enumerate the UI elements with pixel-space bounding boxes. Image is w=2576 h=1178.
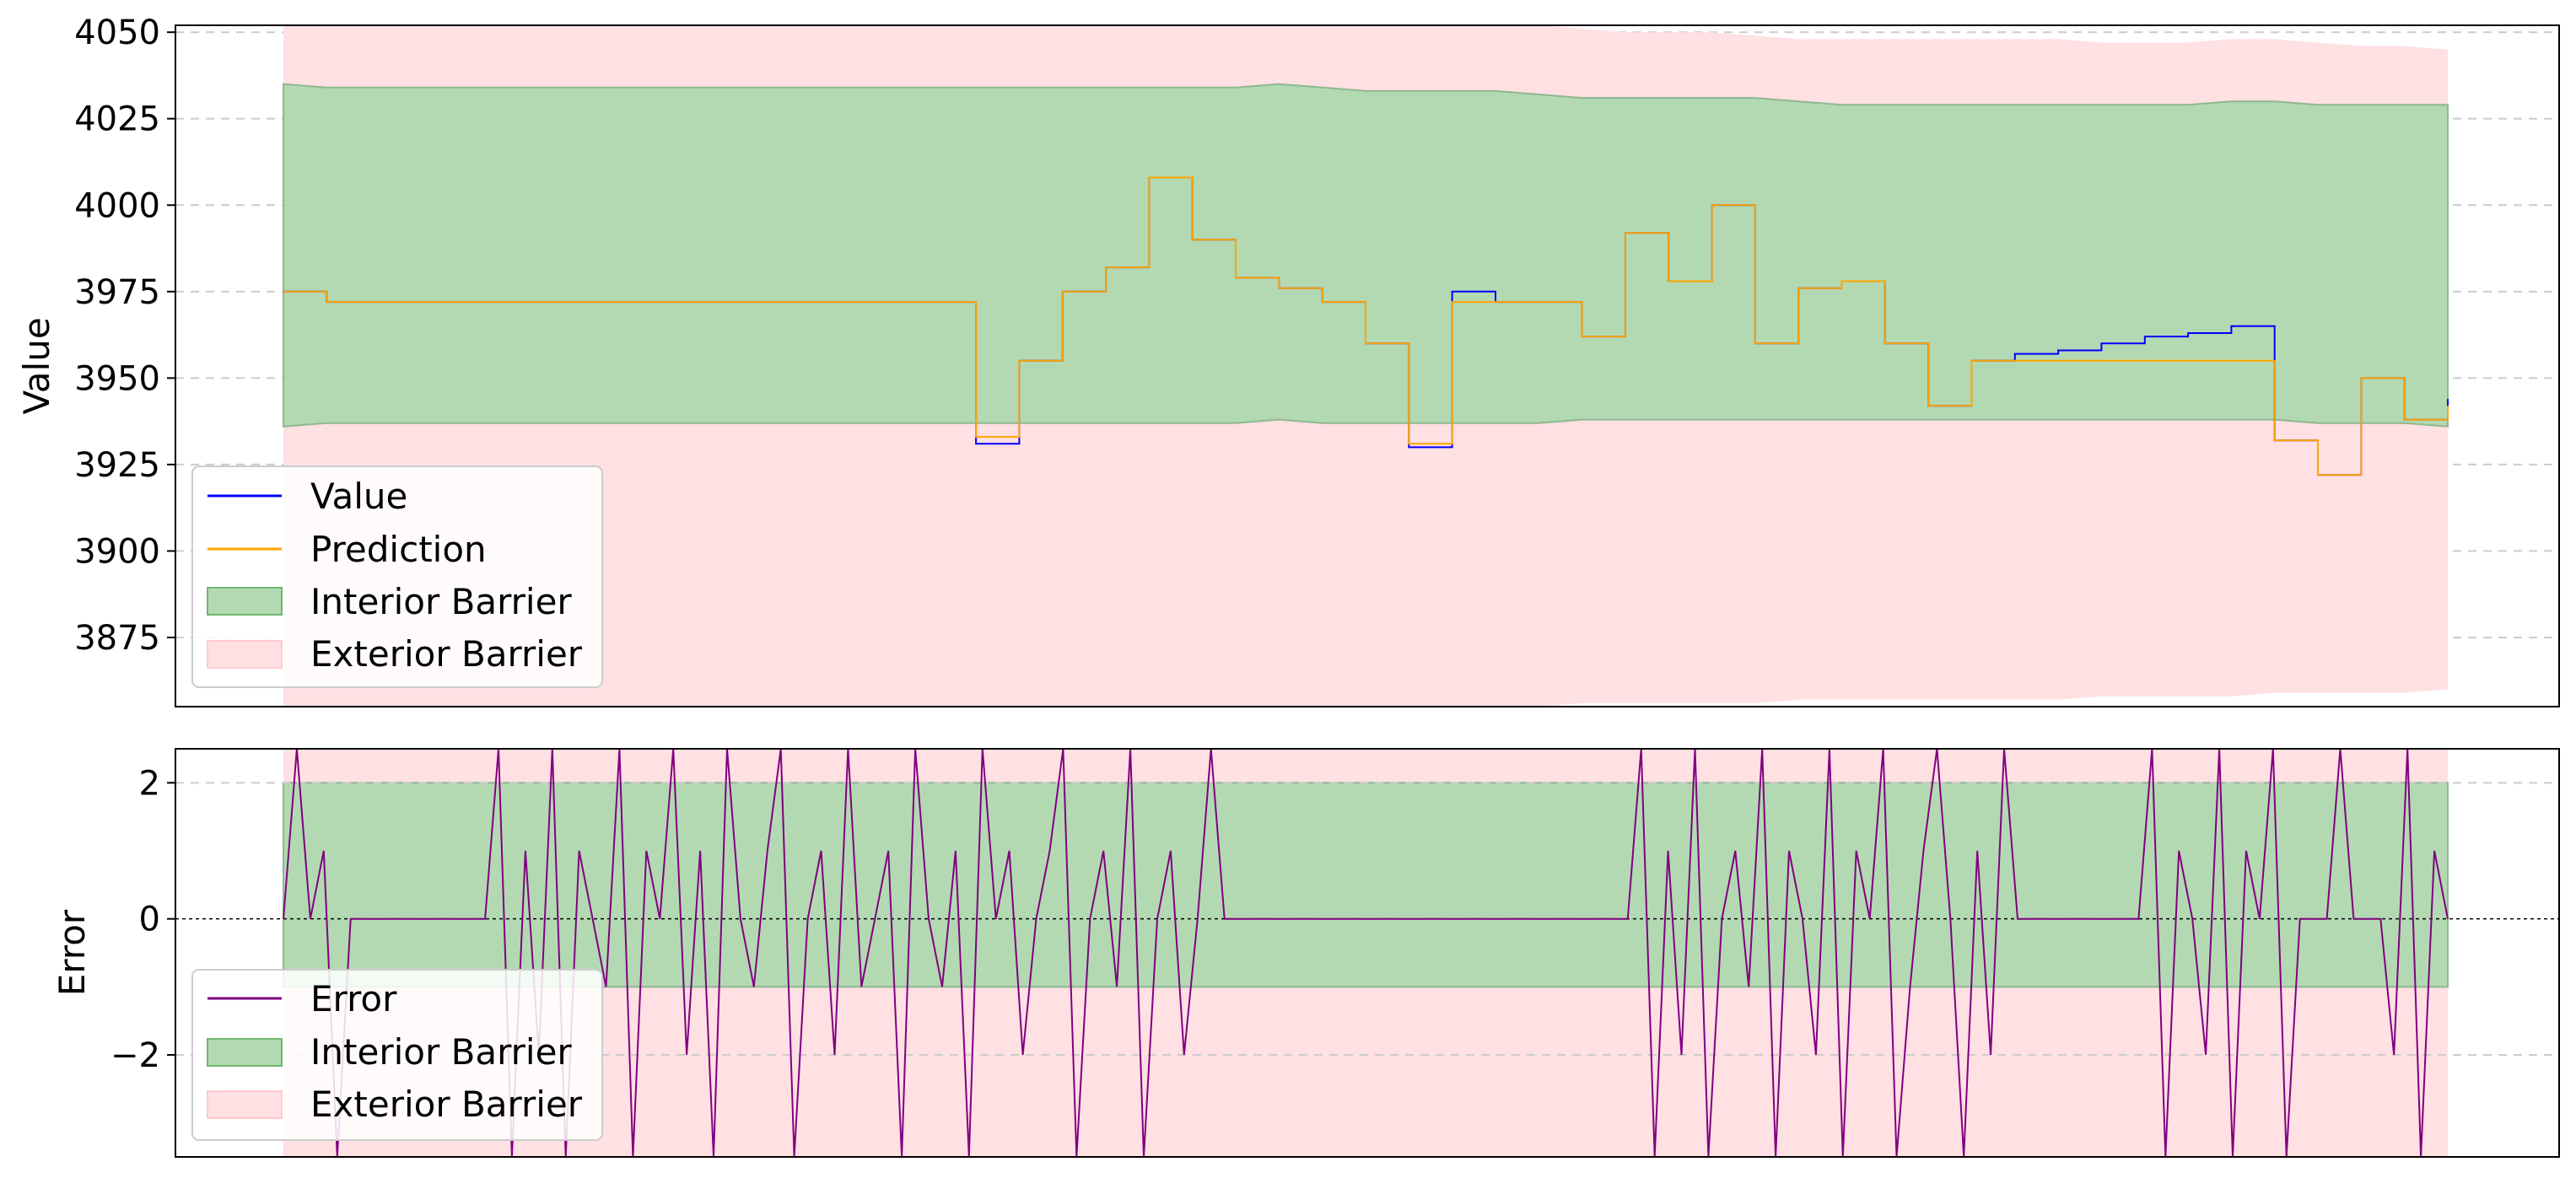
legend-error-interior-swatch: [207, 1038, 283, 1067]
error-plot-frame: [175, 748, 2560, 1158]
error-tick-label: 0: [139, 901, 160, 939]
legend-prediction-label: Prediction: [310, 529, 487, 570]
value-y-axis-label: Value: [16, 317, 57, 414]
value-tick-label: 3975: [74, 273, 160, 312]
error-tick-label: 2: [139, 764, 160, 803]
value-legend: Value Prediction Interior Barrier Exteri…: [191, 465, 603, 688]
legend-error-exterior-swatch: [207, 1090, 283, 1119]
error-legend: Error Interior Barrier Exterior Barrier: [191, 969, 603, 1141]
value-tick-label: 3950: [74, 359, 160, 398]
value-tick-label: 4050: [74, 13, 160, 52]
value-series-lines: [283, 176, 2449, 476]
value-tick-label: 4025: [74, 100, 160, 139]
value-y-ticks: 3875 3900 3925 3950 3975 4000 4025 4050: [74, 13, 175, 658]
value-interior-band: [283, 83, 2449, 428]
error-tick-label: −2: [110, 1036, 160, 1075]
legend-error-label: Error: [310, 978, 397, 1019]
error-y-ticks: −2 0 2: [110, 764, 175, 1075]
value-interior-barrier: [283, 83, 2449, 428]
error-panel: −2 0 2 Error Error Interior Barrier Exteri…: [51, 748, 2560, 1158]
value-panel: 3875 3900 3925 3950 3975 4000 4025 4050 Value V…: [16, 13, 2560, 707]
prediction-series-line: [283, 176, 2449, 476]
error-series-line: [283, 748, 2449, 1158]
legend-error-exterior-label: Exterior Barrier: [310, 1084, 583, 1125]
error-y-axis-label: Error: [51, 909, 93, 996]
legend-value-label: Value: [310, 476, 407, 517]
legend-error-interior-label: Interior Barrier: [310, 1031, 572, 1073]
legend-interior-swatch: [207, 587, 283, 616]
legend-interior-label: Interior Barrier: [310, 581, 572, 622]
error-series-line: [283, 748, 2449, 1158]
legend-exterior-label: Exterior Barrier: [310, 633, 583, 675]
value-tick-label: 3875: [74, 619, 160, 658]
value-tick-label: 3900: [74, 532, 160, 571]
value-tick-label: 4000: [74, 186, 160, 225]
value-plot-frame: [175, 24, 2560, 707]
value-tick-label: 3925: [74, 446, 160, 485]
legend-exterior-swatch: [207, 640, 283, 669]
